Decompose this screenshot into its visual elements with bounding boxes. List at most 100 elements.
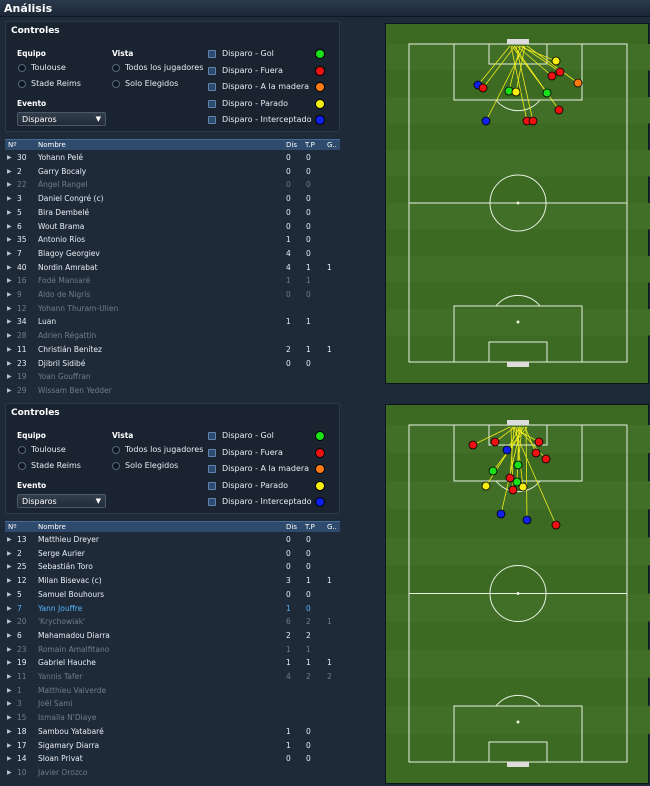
col-g-header[interactable]: G.. (327, 141, 337, 149)
shot-marker[interactable] (551, 520, 561, 530)
col-num-header[interactable]: Nº (8, 523, 17, 531)
view-radio-1[interactable] (112, 80, 120, 88)
team-radio-0[interactable] (18, 446, 26, 454)
player-name[interactable]: Yann Jouffre (38, 603, 83, 613)
table-row[interactable]: ▶ 18 Sambou Yatabaré 1 0 (5, 725, 340, 739)
shot-marker[interactable] (541, 454, 551, 464)
player-name[interactable]: Fodé Mansaré (38, 276, 91, 286)
table-row[interactable]: ▶ 6 Mahamadou Diarra 2 2 (5, 629, 340, 643)
player-name[interactable]: Romain Amalfitano (38, 644, 110, 654)
player-name[interactable]: Sloan Privat (38, 754, 83, 764)
legend-label[interactable]: Disparo - Fuera (222, 65, 283, 75)
legend-checkbox-4[interactable] (208, 498, 216, 506)
table-row[interactable]: ▶ 14 Sloan Privat 0 0 (5, 752, 340, 766)
shot-marker[interactable] (490, 437, 500, 447)
player-name[interactable]: Yannis Tafer (38, 672, 83, 681)
table-row[interactable]: ▶ 9 Aldo de Nigris 0 0 (5, 288, 340, 302)
table-row[interactable]: ▶ 30 Yohann Pelé 0 0 (5, 151, 340, 165)
legend-checkbox-2[interactable] (208, 83, 216, 91)
table-row[interactable]: ▶ 28 Adrien Régattin (5, 329, 340, 343)
legend-label[interactable]: Disparo - A la madera (222, 82, 310, 91)
table-row[interactable]: ▶ 19 Yoan Gouffran (5, 370, 340, 384)
player-name[interactable]: Blagoy Georgiev (38, 248, 100, 258)
table-row[interactable]: ▶ 19 Gabriel Hauche 1 1 1 (5, 656, 340, 670)
player-name[interactable]: Daniel Congré (c) (38, 194, 104, 204)
player-name[interactable]: Wissam Ben Yedder (38, 385, 112, 395)
table-row[interactable]: ▶ 16 Fodé Mansaré 1 1 (5, 274, 340, 288)
player-name[interactable]: Christián Benítez (38, 344, 102, 354)
event-select[interactable]: Disparos ▼ (17, 494, 106, 508)
team-radio-0[interactable] (18, 64, 26, 72)
shot-marker[interactable] (481, 116, 491, 126)
table-row[interactable]: ▶ 2 Garry Bocaly 0 0 (5, 165, 340, 179)
player-name[interactable]: Wout Brama (38, 221, 85, 231)
legend-label[interactable]: Disparo - A la madera (222, 464, 310, 473)
table-row[interactable]: ▶ 40 Nordin Amrabat 4 1 1 (5, 261, 340, 275)
player-name[interactable]: Sebastián Toro (38, 562, 93, 572)
view-option-label[interactable]: Solo Elegidos (125, 461, 179, 470)
player-name[interactable]: Ismaïla N'Diaye (38, 713, 97, 723)
team-option-label[interactable]: Stade Reims (31, 79, 81, 88)
player-name[interactable]: Yohann Pelé (38, 153, 83, 162)
table-row[interactable]: ▶ 12 Milan Bisevac (c) 3 1 1 (5, 574, 340, 588)
table-row[interactable]: ▶ 3 Joël Sami (5, 697, 340, 711)
shot-marker[interactable] (511, 87, 521, 97)
player-name[interactable]: Antonio Ríos (38, 235, 86, 245)
shot-marker[interactable] (534, 437, 544, 447)
view-radio-1[interactable] (112, 462, 120, 470)
legend-label[interactable]: Disparo - Interceptado (222, 115, 312, 124)
view-option-label[interactable]: Todos los jugadores (125, 445, 204, 454)
table-row[interactable]: ▶ 11 Christián Benítez 2 1 1 (5, 343, 340, 357)
legend-label[interactable]: Disparo - Parado (222, 98, 289, 108)
shot-marker[interactable] (528, 116, 538, 126)
legend-checkbox-0[interactable] (208, 432, 216, 440)
table-row[interactable]: ▶ 1 Matthieu Valverde (5, 684, 340, 698)
legend-checkbox-0[interactable] (208, 50, 216, 58)
player-name[interactable]: Javier Orozco (38, 767, 88, 777)
table-row[interactable]: ▶ 6 Wout Brama 0 0 (5, 220, 340, 234)
team-radio-1[interactable] (18, 80, 26, 88)
player-name[interactable]: Adrien Régattin (38, 331, 97, 341)
col-tp-header[interactable]: T.P (305, 141, 315, 149)
shot-marker[interactable] (488, 466, 498, 476)
table-row[interactable]: ▶ 23 Djibril Sidibé 0 0 (5, 357, 340, 371)
player-name[interactable]: Sambou Yatabaré (38, 726, 104, 736)
player-name[interactable]: Mahamadou Diarra (38, 630, 110, 640)
legend-label[interactable]: Disparo - Parado (222, 480, 289, 490)
shot-marker[interactable] (512, 477, 522, 487)
legend-checkbox-3[interactable] (208, 481, 216, 490)
player-name[interactable]: Matthieu Dreyer (38, 535, 99, 544)
table-row[interactable]: ▶ 13 Matthieu Dreyer 0 0 (5, 533, 340, 547)
player-name[interactable]: Yohann Thuram-Ulien (38, 303, 119, 313)
legend-checkbox-1[interactable] (208, 448, 216, 457)
table-row[interactable]: ▶ 25 Sebastián Toro 0 0 (5, 560, 340, 574)
shot-marker[interactable] (481, 481, 491, 491)
player-name[interactable]: Bira Dembelé (38, 207, 90, 217)
table-row[interactable]: ▶ 7 Yann Jouffre 1 0 (5, 602, 340, 616)
player-name[interactable]: Garry Bocaly (38, 166, 87, 176)
table-row[interactable]: ▶ 29 Wissam Ben Yedder (5, 384, 340, 398)
view-option-label[interactable]: Solo Elegidos (125, 79, 179, 88)
col-name-header[interactable]: Nombre (38, 141, 66, 149)
table-row[interactable]: ▶ 7 Blagoy Georgiev 4 0 (5, 247, 340, 261)
shot-marker[interactable] (555, 67, 565, 77)
table-row[interactable]: ▶ 2 Serge Aurier 0 0 (5, 547, 340, 561)
shot-marker[interactable] (531, 448, 541, 458)
table-row[interactable]: ▶ 35 Antonio Ríos 1 0 (5, 233, 340, 247)
col-name-header[interactable]: Nombre (38, 523, 66, 531)
player-name[interactable]: Serge Aurier (38, 548, 85, 558)
table-row[interactable]: ▶ 23 Romain Amalfitano 1 1 (5, 643, 340, 657)
player-name[interactable]: Matthieu Valverde (38, 685, 107, 695)
shot-marker[interactable] (468, 440, 478, 450)
view-option-label[interactable]: Todos los jugadores (125, 63, 204, 72)
player-name[interactable]: Yoan Gouffran (38, 372, 91, 382)
legend-checkbox-4[interactable] (208, 116, 216, 124)
view-radio-0[interactable] (112, 446, 120, 454)
legend-checkbox-1[interactable] (208, 66, 216, 75)
player-name[interactable]: Djibril Sidibé (38, 358, 86, 368)
table-row[interactable]: ▶ 3 Daniel Congré (c) 0 0 (5, 192, 340, 206)
player-name[interactable]: Sigamary Diarra (38, 740, 100, 750)
view-radio-0[interactable] (112, 64, 120, 72)
legend-label[interactable]: Disparo - Gol (222, 49, 274, 58)
legend-label[interactable]: Disparo - Gol (222, 431, 274, 440)
